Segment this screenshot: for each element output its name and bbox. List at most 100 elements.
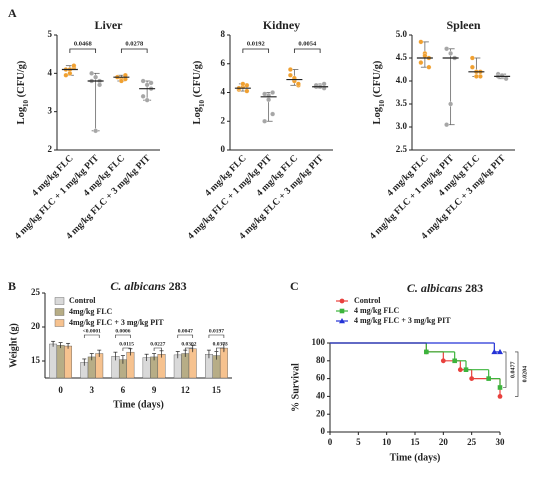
y-axis-label-part: (CFU/g) — [16, 60, 27, 100]
data-point — [497, 385, 503, 390]
data-point — [295, 81, 301, 87]
p-value: 0.0115 — [119, 341, 134, 347]
data-point — [148, 80, 154, 86]
y-tick-label: 2.5 — [396, 144, 408, 154]
y-axis-label-part: (CFU/g) — [192, 60, 203, 100]
data-point — [93, 74, 99, 80]
p-value: 0.0192 — [247, 40, 265, 47]
x-tick-label: 6 — [121, 385, 126, 395]
legend-marker — [339, 298, 345, 304]
data-point — [71, 63, 77, 69]
chart-title: Spleen — [446, 18, 480, 32]
x-tick-label: 15 — [212, 385, 222, 395]
legend-swatch — [54, 297, 65, 305]
chart-title-part: C. albicans — [407, 281, 463, 295]
significance-bracket — [216, 347, 225, 351]
legend-label: 4 mg/kg FLC + 3 mg/kg PIT — [354, 316, 451, 325]
legend-swatch — [54, 308, 65, 316]
y-axis-label: Weight (g) — [8, 323, 19, 368]
y-tick-label: 5.0 — [396, 29, 408, 39]
data-point — [418, 60, 424, 66]
data-point — [270, 111, 276, 117]
data-point — [444, 122, 450, 128]
significance-bracket — [69, 48, 97, 53]
x-tick-label: 25 — [467, 437, 477, 447]
y-tick-label: 100 — [312, 337, 326, 347]
y-tick-label: 0 — [321, 426, 326, 436]
x-tick-label: 10 — [382, 437, 392, 447]
panel-label: A — [8, 6, 17, 20]
x-axis-label: Time (days) — [113, 399, 164, 410]
y-tick-label: 4 — [221, 87, 226, 97]
y-axis-label-part: Log — [16, 106, 27, 124]
chart-title: C. albicans 283 — [110, 279, 186, 293]
p-value: 0.0477 — [510, 361, 516, 378]
p-value: 0.0278 — [125, 40, 144, 47]
y-tick-label: 0 — [221, 144, 226, 154]
y-axis-label-part: 10 — [378, 99, 386, 107]
data-point — [89, 70, 95, 76]
panel-label: C — [290, 279, 299, 293]
data-point — [140, 78, 146, 84]
bar — [126, 351, 135, 379]
chart-title-part: C. albicans — [110, 279, 166, 293]
y-tick-label: 25 — [31, 287, 41, 297]
bar — [157, 354, 166, 379]
data-point — [448, 101, 454, 107]
data-point — [497, 348, 503, 355]
p-value: <0.0001 — [83, 328, 102, 334]
y-tick-label: 8 — [221, 29, 226, 39]
bar — [64, 345, 73, 379]
p-value: 0.0197 — [209, 328, 224, 334]
y-tick-label: 6 — [221, 58, 226, 68]
legend-label: 4mg/kg FLC + 3 mg/kg PIT — [69, 318, 164, 327]
y-axis-label-part: 10 — [198, 99, 206, 107]
y-tick-label: 80 — [316, 355, 326, 365]
bar — [95, 353, 104, 379]
significance-bracket — [153, 347, 162, 351]
data-point — [140, 93, 146, 99]
legend-label: Control — [354, 296, 381, 305]
legend-label: Control — [69, 296, 96, 305]
data-point — [321, 81, 327, 87]
data-point — [118, 78, 124, 84]
data-point — [422, 53, 428, 59]
x-tick-label: 15 — [411, 437, 421, 447]
bar — [56, 345, 65, 379]
data-point — [240, 81, 246, 87]
y-tick-label: 2 — [48, 144, 53, 154]
legend-marker — [339, 308, 345, 314]
p-value: 0.0054 — [298, 40, 317, 47]
y-axis-label: Log10 (CFU/g) — [16, 60, 29, 124]
y-tick-label: 3.5 — [396, 98, 408, 108]
data-point — [418, 39, 424, 45]
y-axis-label-part: (CFU/g) — [372, 60, 383, 100]
data-point — [97, 82, 103, 88]
data-point — [473, 73, 479, 79]
bar — [188, 348, 197, 379]
data-point — [497, 394, 503, 399]
data-point — [469, 64, 475, 70]
x-axis-label: Time (days) — [390, 452, 441, 463]
significance-bracket — [503, 351, 507, 388]
y-axis-label: Log10 (CFU/g) — [192, 60, 205, 124]
bar — [181, 353, 190, 379]
y-tick-label: 40 — [316, 390, 326, 400]
bar — [219, 347, 228, 379]
data-point — [266, 97, 272, 103]
chart-title: C. albicans 283 — [407, 281, 483, 295]
y-axis-label-part: Log — [192, 106, 203, 124]
p-value: 0.0204 — [522, 366, 528, 383]
data-point — [448, 50, 454, 56]
y-axis-label: % Survival — [290, 363, 301, 412]
x-tick-label: 20 — [439, 437, 449, 447]
y-tick-label: 3.0 — [396, 121, 408, 131]
significance-bracket — [515, 351, 519, 397]
x-tick-label: 9 — [152, 385, 157, 395]
p-value: 0.0227 — [150, 341, 165, 347]
significance-bracket — [122, 347, 131, 351]
significance-bracket — [293, 48, 321, 53]
p-value: 0.0006 — [115, 328, 130, 334]
data-point — [287, 72, 293, 78]
y-axis-label: Log10 (CFU/g) — [372, 60, 385, 124]
